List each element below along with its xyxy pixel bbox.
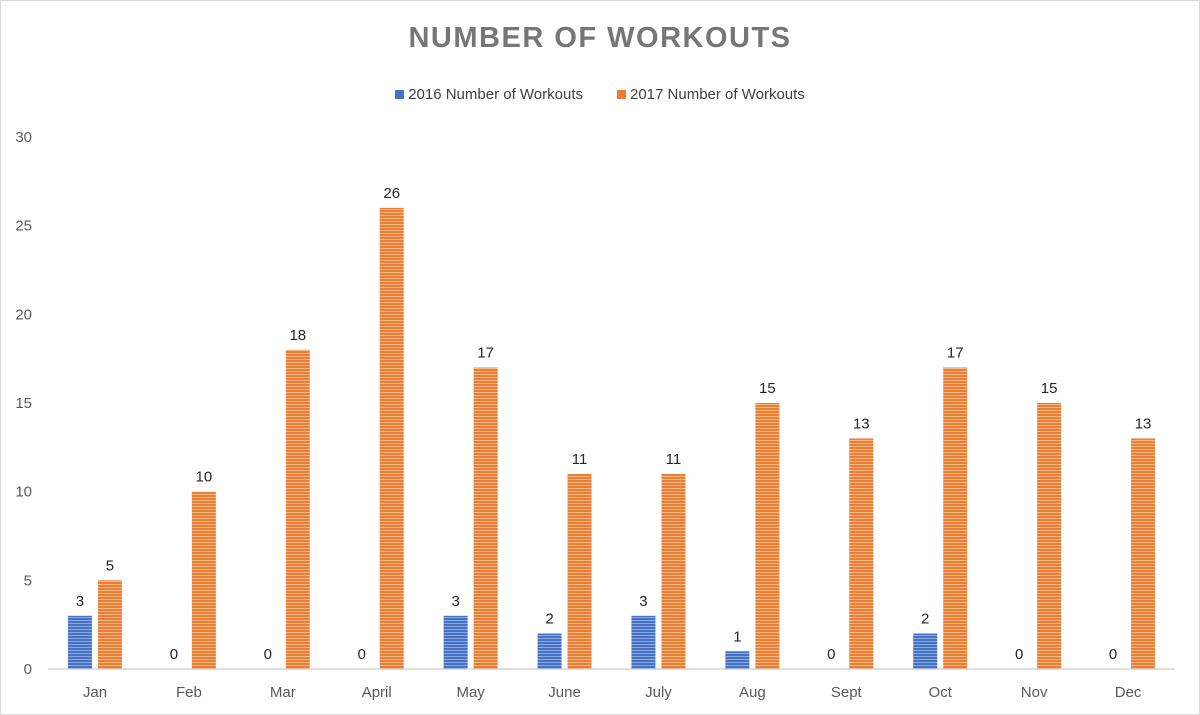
bar-2017-jan — [97, 580, 122, 669]
data-label-2017-aug: 15 — [759, 380, 776, 397]
data-label-2016-aug: 1 — [733, 628, 741, 645]
data-label-2016-dec: 0 — [1109, 646, 1117, 663]
y-tick-label: 5 — [24, 572, 32, 589]
chart-legend: 2016 Number of Workouts 2017 Number of W… — [0, 86, 1200, 103]
data-label-2016-sept: 0 — [827, 646, 835, 663]
bar-2016-aug — [725, 651, 750, 669]
x-tick-label-april: April — [362, 684, 392, 701]
data-label-2017-feb: 10 — [196, 469, 213, 486]
data-label-2016-june: 2 — [545, 611, 553, 628]
legend-swatch-2017 — [617, 90, 626, 99]
bar-2017-june — [567, 473, 592, 669]
x-tick-label-sept: Sept — [831, 684, 863, 701]
y-tick-label: 15 — [15, 395, 32, 412]
legend-label-2016: 2016 Number of Workouts — [408, 86, 583, 103]
legend-label-2017: 2017 Number of Workouts — [630, 86, 805, 103]
bar-2016-jan — [67, 615, 92, 669]
data-label-2017-may: 17 — [477, 345, 494, 362]
bar-2017-april — [379, 207, 404, 669]
y-tick-label: 25 — [15, 218, 32, 235]
bar-2016-july — [631, 615, 656, 669]
data-label-2016-may: 3 — [451, 593, 459, 610]
x-tick-label-feb: Feb — [176, 684, 202, 701]
data-label-2016-oct: 2 — [921, 611, 929, 628]
bar-2017-oct — [943, 367, 968, 669]
chart-title: NUMBER OF WORKOUTS — [408, 22, 792, 54]
x-tick-label-july: July — [645, 684, 672, 701]
data-label-2017-jan: 5 — [106, 557, 114, 574]
x-tick-label-oct: Oct — [929, 684, 953, 701]
x-tick-label-mar: Mar — [270, 684, 296, 701]
data-label-2017-sept: 13 — [853, 415, 870, 432]
data-label-2017-april: 26 — [383, 185, 400, 202]
bar-2016-oct — [913, 633, 938, 669]
bar-2017-dec — [1131, 438, 1156, 669]
data-label-2017-nov: 15 — [1041, 380, 1058, 397]
bar-2017-nov — [1037, 403, 1062, 669]
y-tick-label: 10 — [15, 484, 32, 501]
data-label-2016-nov: 0 — [1015, 646, 1023, 663]
bar-2017-sept — [849, 438, 874, 669]
data-label-2017-mar: 18 — [289, 327, 306, 344]
y-tick-label: 20 — [15, 306, 32, 323]
data-label-2017-oct: 17 — [947, 345, 964, 362]
data-label-2016-jan: 3 — [76, 593, 84, 610]
data-label-2016-april: 0 — [358, 646, 366, 663]
bar-2016-june — [537, 633, 562, 669]
bar-2017-aug — [755, 403, 780, 669]
legend-item-2016: 2016 Number of Workouts — [395, 86, 583, 103]
y-tick-label: 30 — [15, 129, 32, 146]
data-label-2017-dec: 13 — [1135, 415, 1152, 432]
data-label-2017-july: 11 — [666, 451, 682, 468]
x-axis: Jan Feb Mar April May June July Aug Sept Oct Nov De… — [48, 668, 1175, 701]
bar-2017-july — [661, 473, 686, 669]
bar-2017-feb — [191, 491, 216, 669]
x-tick-label-june: June — [548, 684, 581, 701]
x-tick-label-aug: Aug — [739, 684, 766, 701]
legend-item-2017: 2017 Number of Workouts — [617, 86, 805, 103]
data-label-2017-june: 11 — [572, 451, 588, 468]
bar-2017-mar — [285, 349, 310, 669]
data-label-2016-july: 3 — [639, 593, 647, 610]
data-label-2016-mar: 0 — [264, 646, 272, 663]
data-label-2016-feb: 0 — [170, 646, 178, 663]
bar-2016-may — [443, 615, 468, 669]
legend-swatch-2016 — [395, 90, 405, 99]
x-tick-label-jan: Jan — [83, 684, 107, 701]
y-tick-label: 0 — [24, 661, 32, 678]
x-tick-label-nov: Nov — [1021, 684, 1048, 701]
x-tick-label-dec: Dec — [1115, 684, 1142, 701]
x-tick-label-may: May — [456, 684, 485, 701]
y-axis: 0 5 10 15 20 25 30 — [15, 129, 32, 678]
bar-2017-may — [473, 367, 498, 669]
